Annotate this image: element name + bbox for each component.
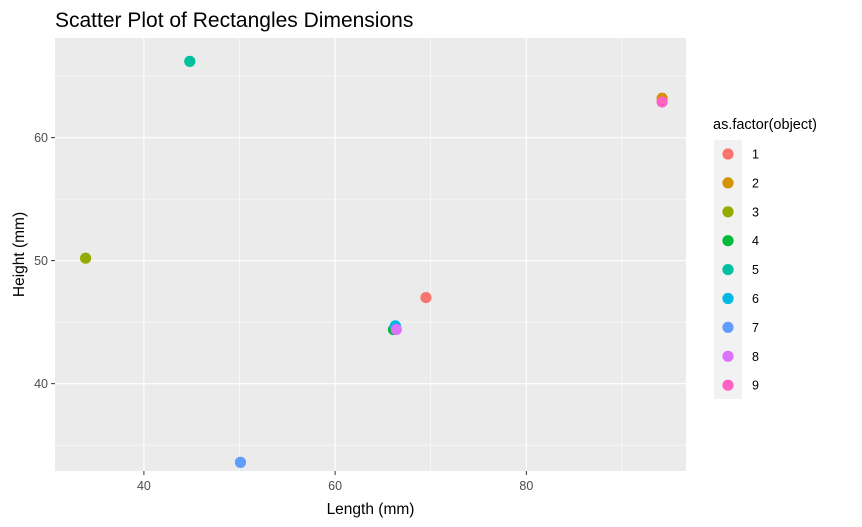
data-point-object-5 bbox=[184, 55, 196, 67]
legend-label-8: 8 bbox=[752, 350, 759, 364]
legend-key-3 bbox=[722, 206, 734, 218]
chart-title: Scatter Plot of Rectangles Dimensions bbox=[55, 9, 413, 32]
legend-label-4: 4 bbox=[752, 234, 759, 248]
major-grid bbox=[55, 38, 686, 471]
legend-key-7 bbox=[722, 321, 734, 333]
legend-label-2: 2 bbox=[752, 176, 759, 190]
legend-label-5: 5 bbox=[752, 263, 759, 277]
legend-label-9: 9 bbox=[752, 379, 759, 393]
legend-label-3: 3 bbox=[752, 205, 759, 219]
data-point-object-3 bbox=[79, 252, 92, 264]
data-point-object-8 bbox=[390, 323, 402, 336]
x-tick-label: 60 bbox=[328, 479, 342, 493]
plot-panel bbox=[55, 38, 686, 471]
legend-key-4 bbox=[722, 235, 734, 247]
legend-title: as.factor(object) bbox=[713, 117, 817, 133]
minor-grid bbox=[55, 38, 686, 471]
y-axis: 40 50 60 bbox=[34, 131, 55, 391]
x-axis: 40 60 80 bbox=[137, 471, 533, 493]
data-point-object-7 bbox=[234, 456, 247, 468]
x-tick-label: 40 bbox=[137, 479, 151, 493]
legend-label-6: 6 bbox=[752, 292, 759, 306]
y-tick-label: 50 bbox=[34, 254, 48, 268]
data-point-object-1 bbox=[420, 291, 432, 304]
legend-key-6 bbox=[722, 292, 734, 305]
legend: as.factor(object) 1 2 3 4 5 6 7 8 9 bbox=[713, 117, 817, 399]
legend-key-9 bbox=[722, 379, 734, 391]
legend-key-1 bbox=[722, 148, 734, 160]
legend-label-1: 1 bbox=[752, 148, 759, 162]
legend-key-5 bbox=[722, 264, 734, 276]
legend-items: 1 2 3 4 5 6 7 8 9 bbox=[722, 148, 759, 393]
x-axis-title: Length (mm) bbox=[327, 501, 415, 518]
y-tick-label: 60 bbox=[34, 131, 48, 145]
y-axis-title: Height (mm) bbox=[11, 212, 28, 297]
data-point-object-9 bbox=[656, 96, 668, 108]
legend-key-2 bbox=[722, 177, 734, 189]
legend-label-7: 7 bbox=[752, 321, 759, 335]
data-points bbox=[79, 55, 668, 468]
y-tick-label: 40 bbox=[34, 377, 48, 391]
x-tick-label: 80 bbox=[519, 479, 533, 493]
legend-key-8 bbox=[722, 350, 734, 362]
